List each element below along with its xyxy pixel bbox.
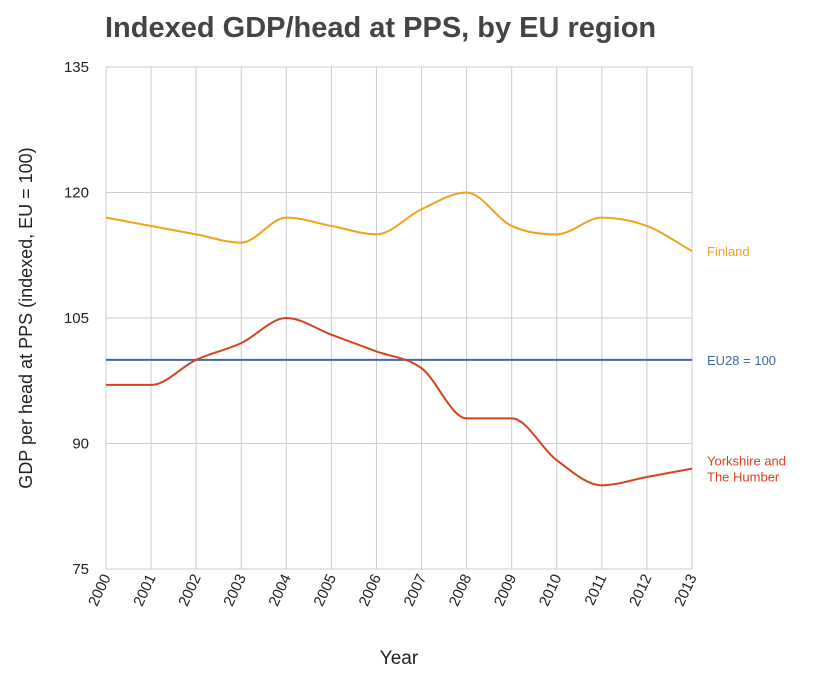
y-tick-label: 120: [64, 185, 89, 202]
grid: [105, 66, 693, 570]
x-tick-label: 2010: [536, 572, 566, 609]
x-tick-label: 2012: [626, 572, 656, 609]
x-tick-label: 2001: [130, 572, 160, 609]
x-tick-label: 2008: [446, 572, 476, 609]
y-tick-label: 105: [64, 310, 89, 327]
y-axis-ticks: 75 90 105 120 135: [64, 59, 89, 578]
chart-title: Indexed GDP/head at PPS, by EU region: [105, 12, 657, 44]
y-tick-label: 90: [72, 436, 89, 453]
x-tick-label: 2000: [85, 572, 115, 609]
series-label-finland: Finland: [707, 244, 750, 259]
x-tick-label: 2009: [491, 572, 521, 609]
y-tick-label: 75: [72, 561, 89, 578]
series-line-yorkshire-and-the-humber: [106, 317, 693, 487]
x-tick-label: 2006: [356, 572, 386, 609]
series-lines: [105, 191, 693, 487]
x-tick-label: 2002: [175, 572, 205, 609]
x-tick-label: 2003: [220, 572, 250, 609]
x-tick-label: 2004: [265, 572, 295, 609]
y-axis-label: GDP per head at PPS (indexed, EU = 100): [16, 147, 36, 488]
x-tick-label: 2011: [581, 572, 610, 608]
x-axis-ticks: 2000 2001 2002 2003 2004 2005 2006 2007 2008 2009…: [85, 572, 701, 609]
x-tick-label: 2005: [310, 572, 340, 609]
x-tick-label: 2007: [401, 572, 431, 609]
series-line-finland: [105, 191, 693, 252]
x-tick-label: 2013: [671, 572, 701, 609]
series-label-eu28-100: EU28 = 100: [707, 353, 776, 368]
x-axis-label: Year: [380, 648, 419, 669]
series-labels: Finland EU28 = 100 Yorkshire and The Humber: [707, 244, 786, 485]
y-tick-label: 135: [64, 59, 89, 76]
series-label-yorkshire-and-the-humber: Yorkshire and The Humber: [707, 454, 786, 485]
